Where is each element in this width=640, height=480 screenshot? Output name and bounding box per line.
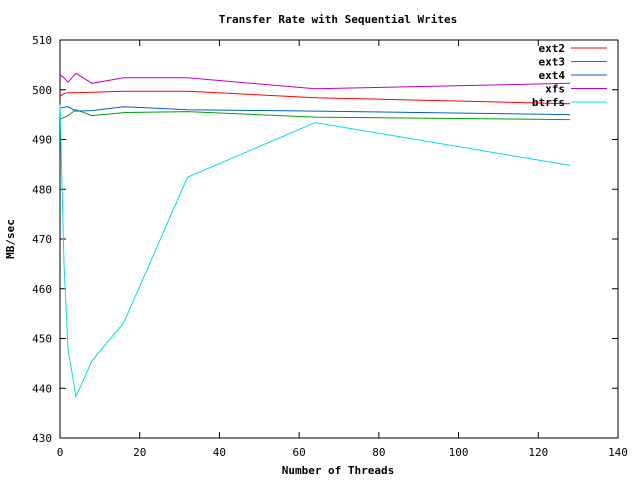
legend-label-xfs: xfs [545,83,565,96]
chart-title: Transfer Rate with Sequential Writes [219,13,457,26]
series-line-btrfs [59,104,571,399]
legend-label-ext2: ext2 [539,42,566,55]
y-tick-label: 440 [32,382,52,395]
y-tick-label: 490 [32,134,52,147]
x-tick-label: 100 [449,446,469,459]
legend-label-btrfs: btrfs [532,96,565,109]
x-tick-label: 80 [372,446,385,459]
y-axis-label: MB/sec [4,219,17,259]
y-tick-label: 510 [32,34,52,47]
y-tick-label: 430 [32,432,52,445]
x-tick-label: 40 [213,446,226,459]
series-line-ext4 [59,106,571,116]
x-axis: 0 20 40 60 80 100 120 140 [57,40,628,459]
y-tick-label: 450 [32,333,52,346]
y-tick-label: 480 [32,183,52,196]
y-tick-label: 470 [32,233,52,246]
x-tick-label: 0 [57,446,64,459]
y-tick-label: 500 [32,84,52,97]
series-line-ext3 [59,109,571,121]
x-tick-label: 120 [528,446,548,459]
x-tick-label: 20 [133,446,146,459]
y-axis: 430 440 450 460 470 480 490 500 510 [32,34,618,445]
series-line-ext2 [59,90,571,105]
x-axis-label: Number of Threads [282,464,395,477]
legend-label-ext4: ext4 [539,69,566,82]
x-tick-label: 140 [608,446,628,459]
y-tick-label: 460 [32,283,52,296]
legend-label-ext3: ext3 [539,56,566,69]
x-tick-label: 60 [293,446,306,459]
series-lines [59,72,571,399]
series-line-xfs [59,72,571,90]
